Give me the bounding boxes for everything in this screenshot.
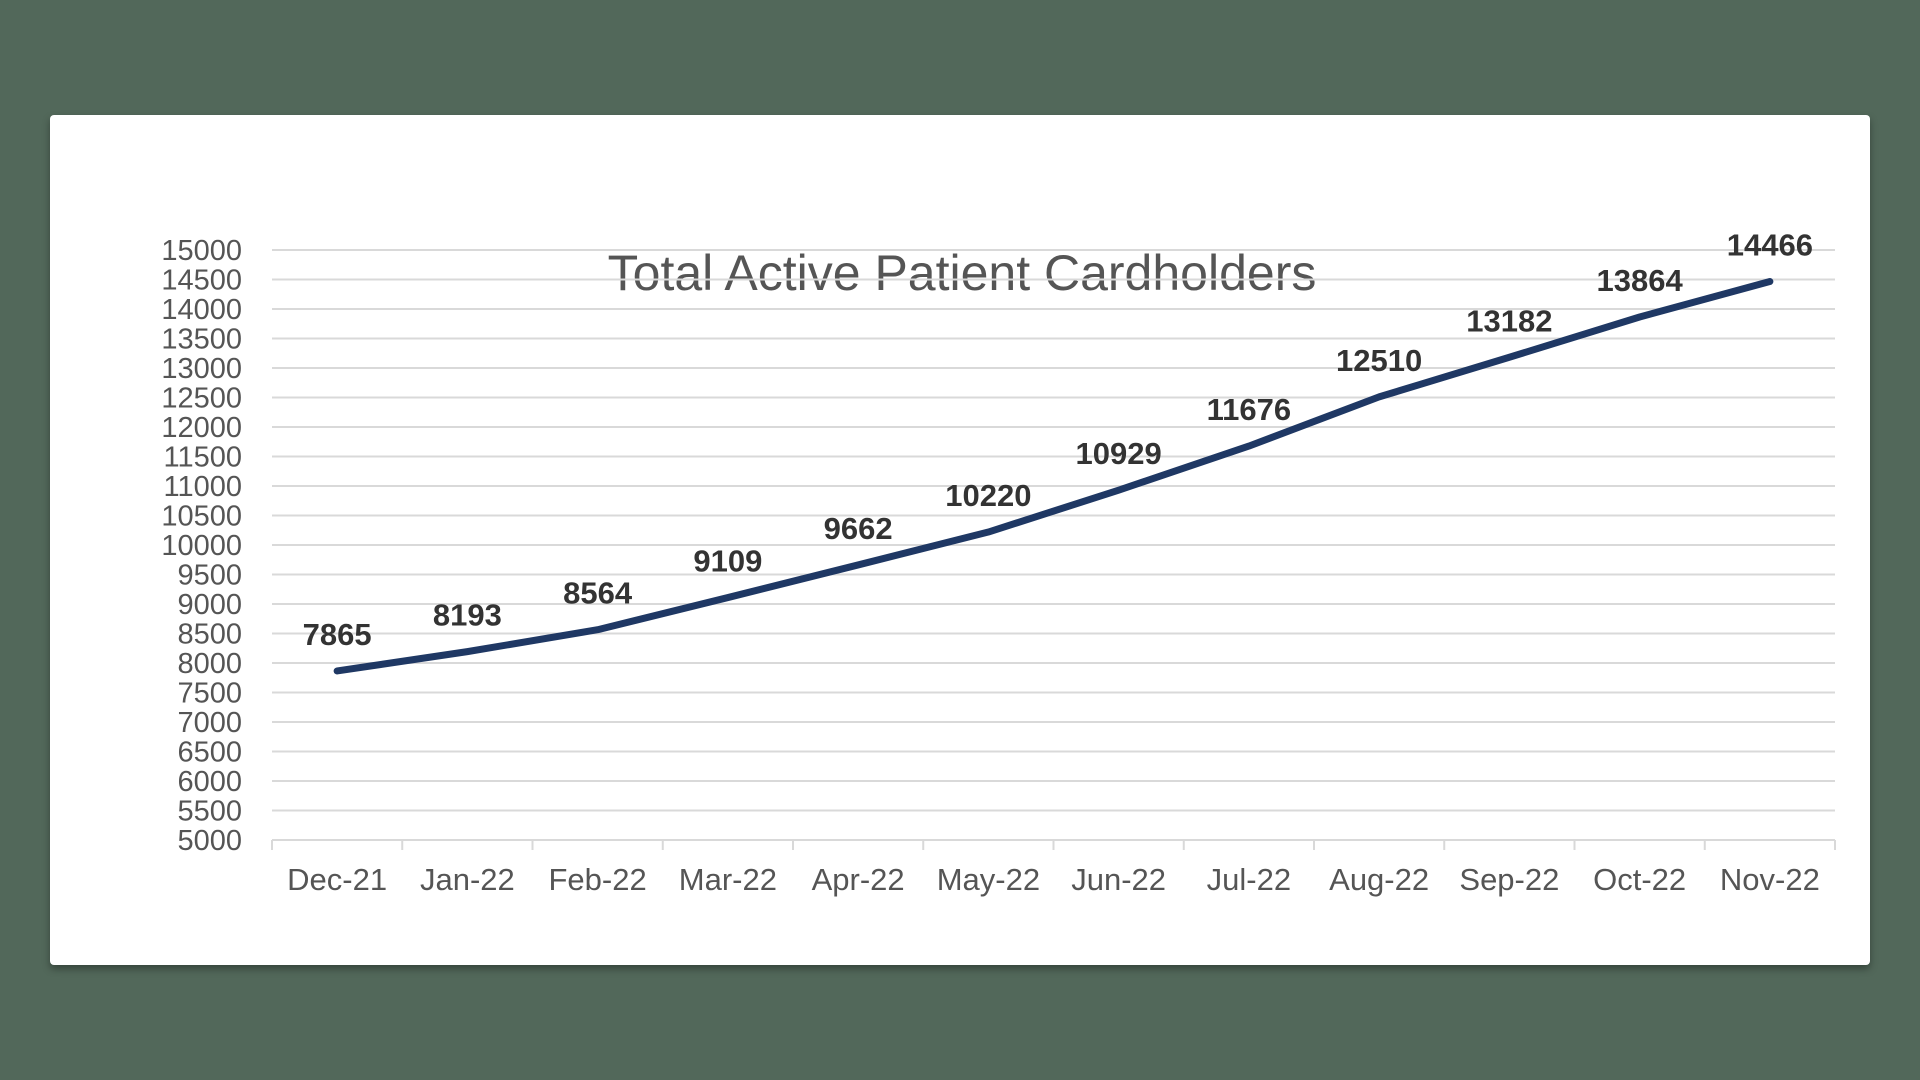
y-tick-label: 9000 bbox=[177, 589, 242, 621]
y-tick-label: 14000 bbox=[161, 294, 242, 326]
y-tick-label: 5000 bbox=[177, 825, 242, 857]
x-tick-label: Mar-22 bbox=[679, 862, 777, 897]
y-tick-label: 10000 bbox=[161, 530, 242, 562]
x-axis-tick-labels: Dec-21 Jan-22 Feb-22 Mar-22 Apr-22 May-22 Jun-… bbox=[287, 862, 1820, 897]
data-label: 12510 bbox=[1336, 343, 1422, 378]
x-tick-label: Apr-22 bbox=[812, 862, 905, 897]
data-label: 13864 bbox=[1597, 263, 1684, 298]
data-label: 10929 bbox=[1076, 436, 1162, 471]
y-tick-label: 7000 bbox=[177, 707, 242, 739]
y-tick-label: 8000 bbox=[177, 648, 242, 680]
data-labels: 7865 8193 8564 9109 9662 10220 10929 11676 12510… bbox=[303, 228, 1813, 652]
x-tick-label: Feb-22 bbox=[549, 862, 647, 897]
y-tick-label: 12000 bbox=[161, 412, 242, 444]
x-tick-label: Aug-22 bbox=[1329, 862, 1429, 897]
series-line bbox=[333, 278, 1774, 675]
data-label: 8193 bbox=[433, 598, 502, 633]
y-tick-label: 11000 bbox=[164, 471, 243, 503]
y-tick-label: 9500 bbox=[177, 560, 242, 592]
chart-title: Total Active Patient Cardholders bbox=[608, 245, 1317, 301]
y-tick-label: 10500 bbox=[161, 501, 242, 533]
y-tick-label: 8500 bbox=[177, 619, 242, 651]
y-tick-label: 14500 bbox=[161, 265, 242, 297]
x-tick-label: Dec-21 bbox=[287, 862, 387, 897]
x-tick-label: May-22 bbox=[937, 862, 1040, 897]
x-tick-label: Oct-22 bbox=[1593, 862, 1686, 897]
y-tick-label: 11500 bbox=[164, 442, 243, 474]
line-chart: Total Active Patient Cardholders 5000550… bbox=[161, 228, 1836, 897]
data-label: 14466 bbox=[1727, 228, 1813, 263]
data-label: 8564 bbox=[563, 576, 633, 611]
grid-lines bbox=[272, 249, 1835, 812]
y-tick-label: 13500 bbox=[161, 324, 242, 356]
y-tick-label: 5500 bbox=[177, 796, 242, 828]
x-tick-label: Sep-22 bbox=[1459, 862, 1559, 897]
y-tick-label: 6000 bbox=[177, 766, 242, 798]
x-axis bbox=[271, 839, 1836, 850]
data-label: 9662 bbox=[824, 511, 893, 546]
x-tick-label: Jan-22 bbox=[420, 862, 515, 897]
y-tick-label: 7500 bbox=[177, 678, 242, 710]
y-tick-label: 12500 bbox=[161, 383, 242, 415]
chart-card: Total Active Patient Cardholders 5000 550… bbox=[50, 115, 1870, 965]
data-label: 7865 bbox=[303, 617, 372, 652]
data-label: 13182 bbox=[1466, 303, 1552, 338]
series-layer bbox=[333, 278, 1774, 675]
y-tick-label: 13000 bbox=[161, 353, 242, 385]
data-label: 10220 bbox=[945, 478, 1031, 513]
y-tick-label: 15000 bbox=[161, 235, 242, 267]
data-label: 11676 bbox=[1207, 392, 1292, 427]
x-tick-label: Nov-22 bbox=[1720, 862, 1820, 897]
y-axis-tick-labels: 5000550060006500700075008000850090009500… bbox=[161, 235, 242, 857]
x-tick-label: Jun-22 bbox=[1071, 862, 1166, 897]
x-tick-label: Jul-22 bbox=[1207, 862, 1291, 897]
data-label: 9109 bbox=[693, 544, 762, 579]
y-tick-label: 6500 bbox=[177, 737, 242, 769]
